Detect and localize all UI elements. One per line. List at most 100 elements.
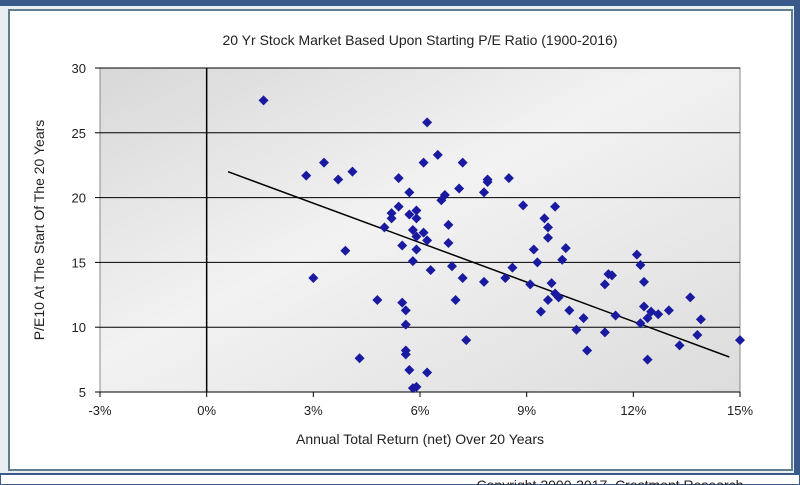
y-tick-label: 10 <box>72 320 86 335</box>
y-tick-label: 20 <box>72 191 86 206</box>
data-point <box>653 309 664 320</box>
footer-bar <box>0 473 800 485</box>
data-point <box>543 294 553 305</box>
data-point <box>635 259 646 270</box>
data-point <box>635 318 646 329</box>
data-point <box>411 205 422 216</box>
data-point <box>443 219 454 230</box>
data-point <box>571 324 582 335</box>
x-tick-label: 6% <box>411 403 430 418</box>
data-point <box>528 244 539 255</box>
data-point <box>447 261 457 272</box>
data-point <box>639 276 649 287</box>
y-axis-title: P/E10 At The Start Of The 20 Years <box>31 120 47 341</box>
data-point <box>546 278 557 289</box>
data-point <box>411 381 422 392</box>
data-point <box>411 244 422 255</box>
data-point <box>685 292 696 303</box>
data-point <box>404 187 415 198</box>
data-point <box>443 237 454 248</box>
y-tick-label: 25 <box>72 126 86 141</box>
data-point <box>539 213 550 224</box>
data-point <box>422 367 433 378</box>
data-point <box>372 294 383 305</box>
data-point <box>432 149 443 160</box>
data-point <box>695 314 706 325</box>
data-point <box>379 222 390 233</box>
data-point <box>479 187 489 198</box>
data-point <box>532 257 543 268</box>
data-point <box>610 310 621 321</box>
data-point <box>418 157 429 168</box>
data-point <box>663 305 674 316</box>
data-point <box>457 157 468 168</box>
data-point <box>482 177 493 188</box>
data-point <box>308 272 319 283</box>
data-point <box>439 190 450 201</box>
data-point <box>507 262 518 273</box>
top-border <box>0 0 800 6</box>
data-point <box>457 272 468 283</box>
data-point <box>599 327 610 338</box>
data-point <box>631 249 642 260</box>
data-point <box>340 245 351 256</box>
data-point <box>550 201 561 212</box>
x-tick-label: 9% <box>517 403 536 418</box>
data-point <box>535 306 546 317</box>
data-point <box>518 200 529 211</box>
data-point <box>450 294 461 305</box>
footer-text: Copyright 2000-2017, Crestmont Research <box>477 477 744 485</box>
data-point <box>386 208 397 219</box>
data-point <box>422 235 433 246</box>
data-point <box>354 353 365 364</box>
data-point <box>674 340 685 351</box>
x-tick-label: -3% <box>88 403 112 418</box>
data-point <box>425 265 436 276</box>
plot-area <box>99 67 741 393</box>
data-point <box>461 335 472 346</box>
data-point <box>404 209 415 220</box>
data-point <box>564 305 575 316</box>
x-tick-label: 12% <box>620 403 646 418</box>
data-point <box>258 95 269 106</box>
x-tick-label: 15% <box>727 403 753 418</box>
data-point <box>393 173 404 184</box>
data-point <box>578 313 589 324</box>
data-point <box>411 231 422 242</box>
data-point <box>553 292 564 303</box>
data-point <box>599 279 610 290</box>
data-point <box>347 166 358 177</box>
data-point <box>400 349 411 360</box>
right-border <box>794 0 800 485</box>
data-point <box>560 243 571 254</box>
trend-line <box>227 170 730 358</box>
data-point <box>397 297 408 308</box>
y-tick-label: 5 <box>79 385 86 400</box>
x-tick-label: 0% <box>197 403 216 418</box>
y-tick-label: 15 <box>72 255 86 270</box>
data-point <box>692 329 703 340</box>
chart-title: 20 Yr Stock Market Based Upon Starting P… <box>222 32 617 48</box>
data-point <box>418 227 429 238</box>
data-point <box>557 254 568 265</box>
data-point <box>503 173 514 184</box>
data-point <box>422 117 433 128</box>
data-point <box>407 225 418 235</box>
data-point <box>397 240 408 251</box>
data-point <box>404 364 415 375</box>
data-point <box>607 270 617 281</box>
data-point <box>386 213 397 224</box>
data-point <box>500 272 511 283</box>
data-point <box>400 319 411 330</box>
data-point <box>735 335 745 346</box>
y-tick-label: 30 <box>72 61 86 76</box>
x-axis-title: Annual Total Return (net) Over 20 Years <box>296 431 544 447</box>
data-point <box>582 345 593 356</box>
data-point <box>543 232 553 243</box>
data-point <box>411 213 422 224</box>
data-point <box>319 157 329 168</box>
data-point <box>525 279 536 290</box>
data-point <box>642 354 653 365</box>
